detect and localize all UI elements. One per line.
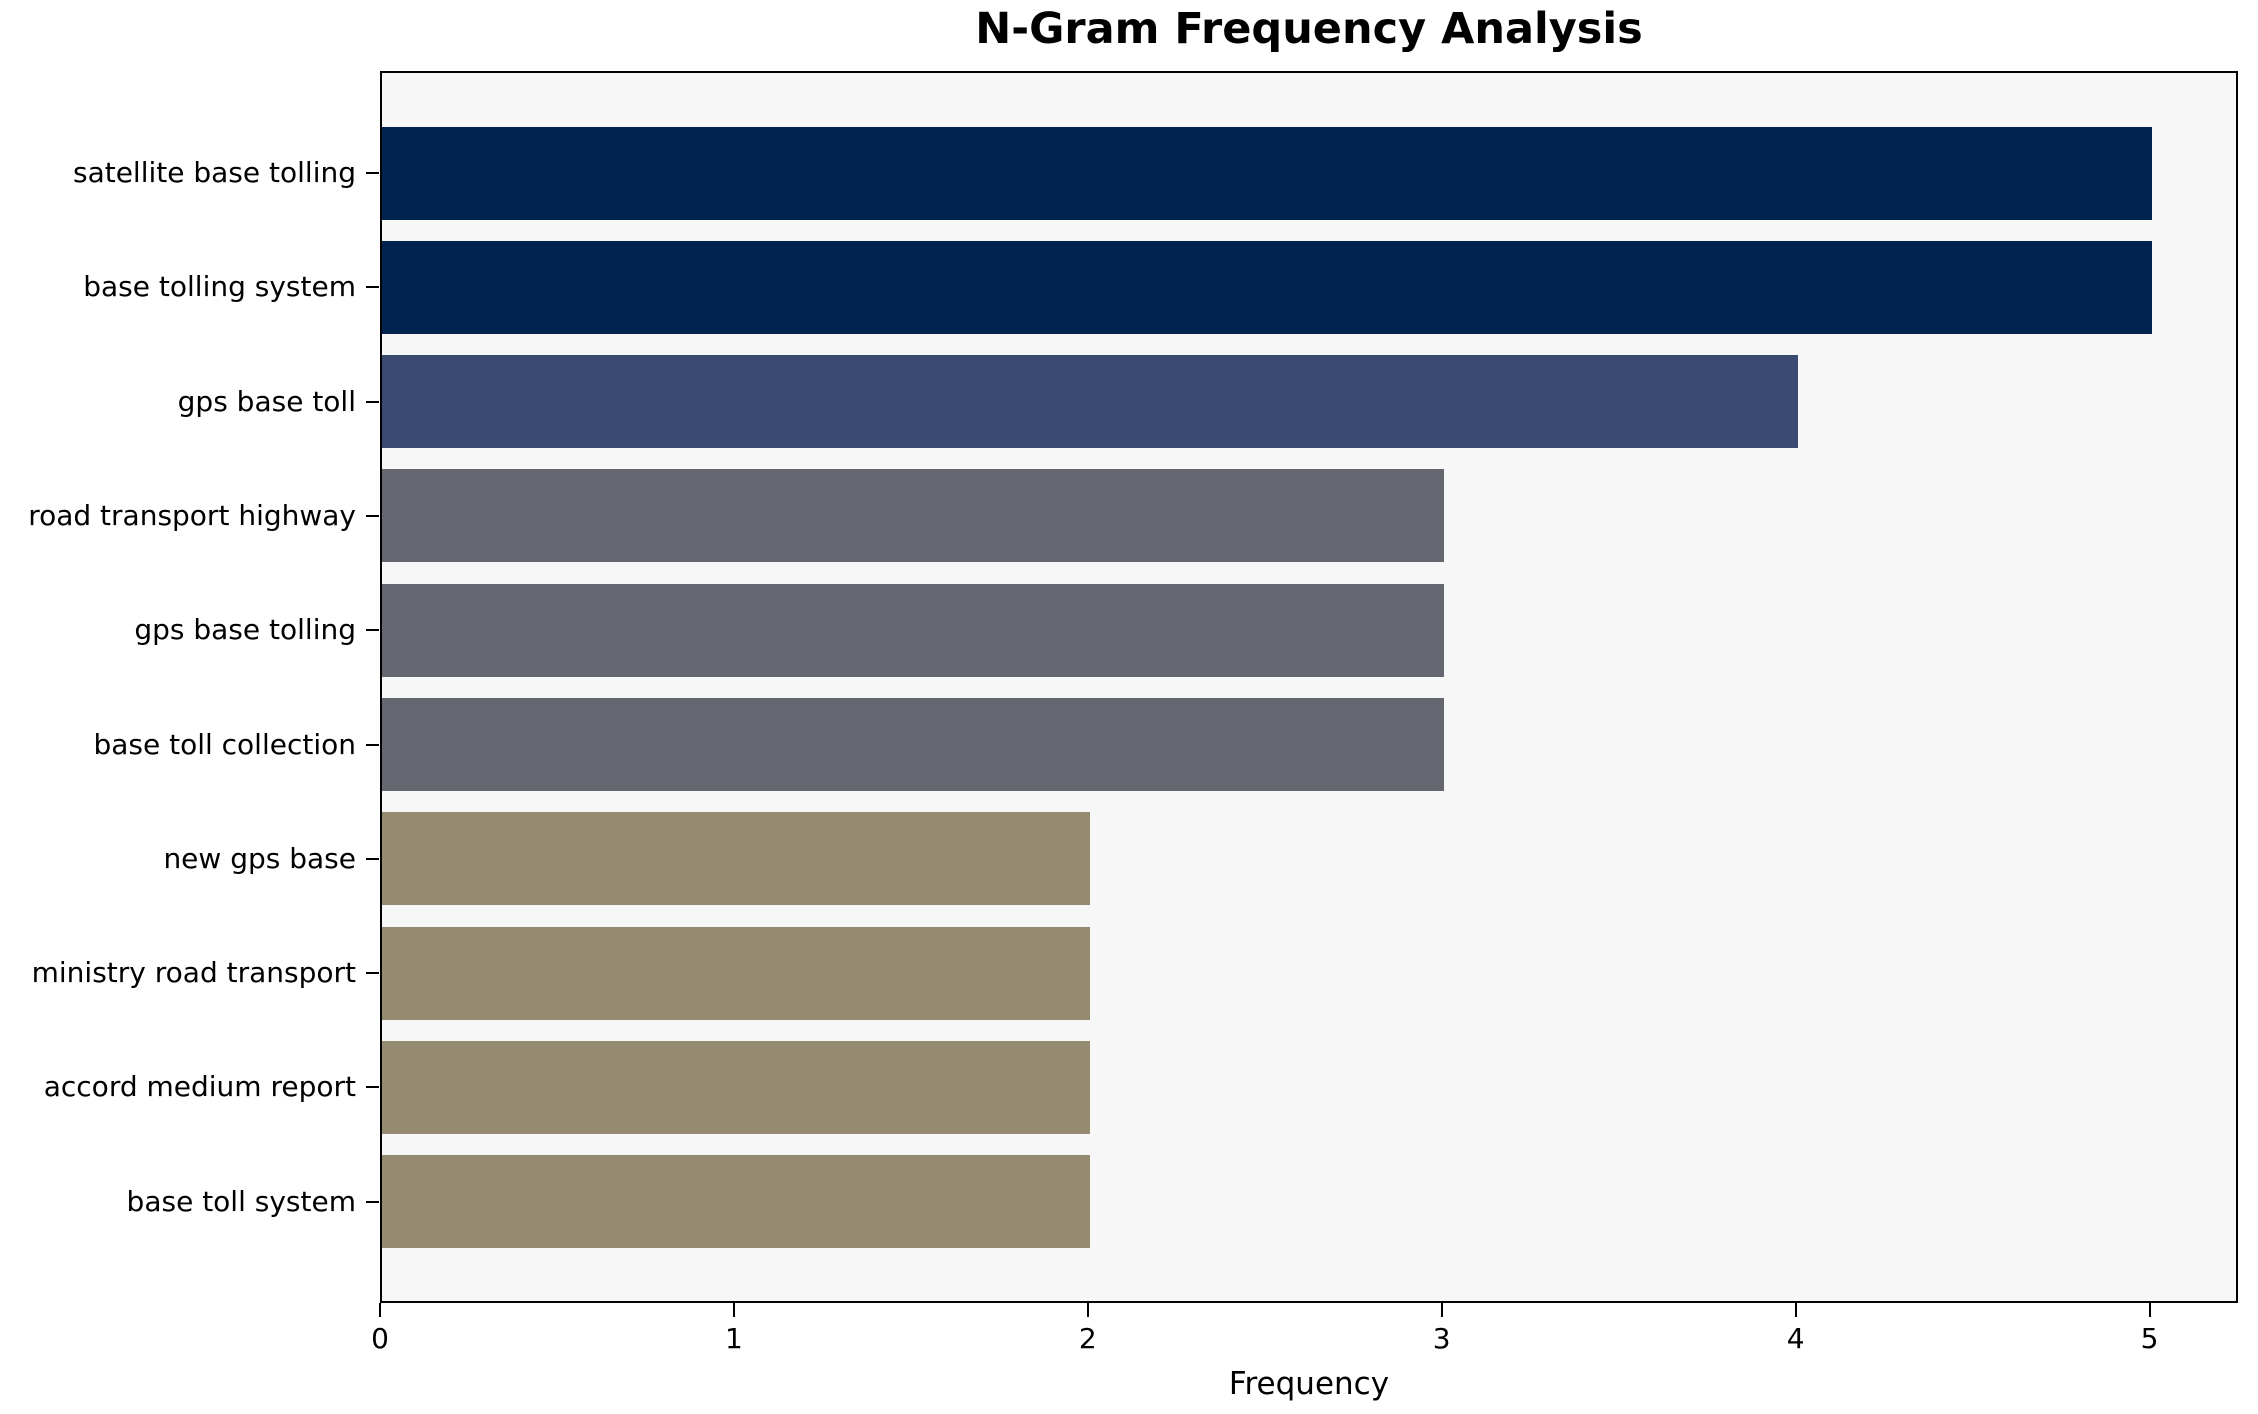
- y-tick-label: satellite base tolling: [72, 156, 356, 189]
- y-tick-mark: [366, 1200, 379, 1203]
- y-tick-label: road transport highway: [28, 498, 356, 532]
- y-tick-mark: [366, 172, 379, 174]
- x-tick-mark: [1086, 1303, 1089, 1317]
- x-tick-label: 1: [724, 1322, 743, 1355]
- y-tick-mark: [366, 629, 379, 632]
- x-tick-mark: [1440, 1303, 1443, 1317]
- bar: [382, 1040, 1090, 1134]
- x-tick-label: 0: [371, 1322, 389, 1355]
- bar: [382, 698, 1444, 791]
- bar: [382, 583, 1444, 677]
- x-tick-label: 5: [2140, 1322, 2159, 1355]
- bar: [382, 812, 1090, 906]
- x-tick-label: 2: [1078, 1322, 1097, 1355]
- y-tick-label: base tolling system: [83, 270, 356, 304]
- y-tick-label: gps base tolling: [134, 613, 356, 647]
- x-tick-label: 4: [1786, 1322, 1805, 1355]
- x-tick-mark: [732, 1303, 735, 1317]
- bar: [382, 355, 1798, 449]
- y-tick-label: accord medium report: [43, 1070, 356, 1104]
- x-axis-label: Frequency: [1228, 1366, 1390, 1402]
- y-tick-label: base toll collection: [93, 727, 356, 761]
- chart-title: N-Gram Frequency Analysis: [975, 4, 1643, 54]
- y-tick-label: ministry road transport: [31, 956, 356, 990]
- y-tick-mark: [366, 400, 379, 403]
- x-tick-label: 3: [1432, 1322, 1451, 1355]
- y-tick-mark: [366, 514, 379, 517]
- x-tick-mark: [2148, 1303, 2151, 1317]
- y-tick-mark: [366, 1086, 379, 1089]
- bar: [382, 469, 1444, 563]
- y-tick-mark: [366, 972, 379, 975]
- x-tick-mark: [1794, 1303, 1797, 1317]
- bar: [382, 240, 2152, 334]
- bar: [382, 926, 1090, 1020]
- bar: [382, 1155, 1090, 1249]
- y-tick-label: base toll system: [126, 1184, 356, 1218]
- y-tick-label: gps base toll: [177, 384, 356, 418]
- y-tick-mark: [366, 286, 379, 289]
- y-tick-mark: [366, 857, 379, 860]
- y-tick-mark: [366, 743, 379, 746]
- y-tick-label: new gps base: [163, 841, 356, 875]
- plot-area: [380, 71, 2238, 1303]
- x-tick-mark: [379, 1303, 381, 1317]
- bar: [382, 126, 2152, 220]
